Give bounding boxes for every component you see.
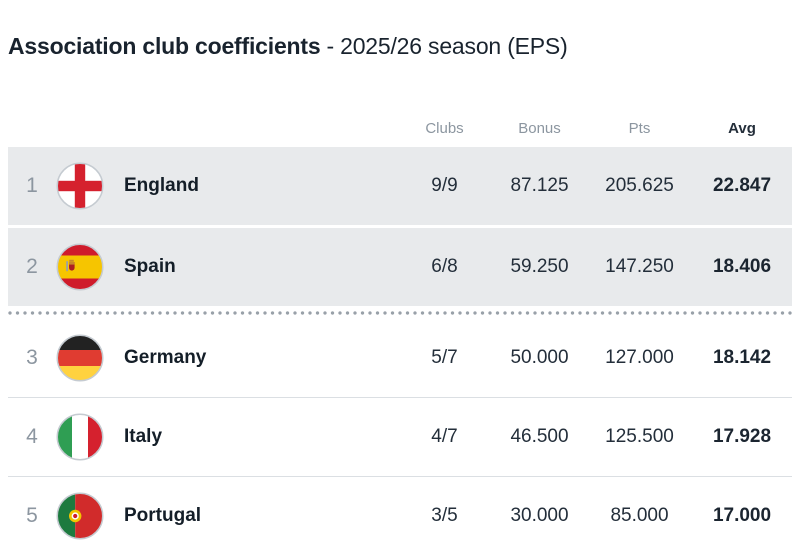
england-flag-icon [56,162,104,210]
italy-flag-icon [56,413,104,461]
germany-flag-icon [56,334,104,382]
country-name: Italy [124,426,163,447]
col-header-clubs: Clubs [425,120,464,137]
clubs-value: 4/7 [431,426,458,447]
col-header-avg: Avg [728,120,756,137]
bonus-value: 50.000 [510,347,569,368]
bonus-value: 87.125 [510,175,569,196]
clubs-value: 6/8 [431,256,458,277]
qualification-cutoff-divider [8,311,792,315]
clubs-value: 9/9 [431,175,458,196]
page-title: Association club coefficients - 2025/26 s… [8,0,792,62]
clubs-value: 5/7 [431,347,458,368]
table-row-germany: 3 Germany 5/7 50.000 127.000 18.142 [8,319,792,398]
rank-number: 5 [26,504,38,527]
avg-value: 18.142 [712,347,772,368]
bonus-value: 46.500 [510,426,569,447]
country-name: England [124,175,199,196]
table-row-portugal: 5 Portugal 3/5 30.000 85.000 17.000 [8,477,792,555]
country-name: Portugal [124,505,202,526]
pts-value: 85.000 [610,505,669,526]
country-name: Germany [124,347,207,368]
table-header-row: Clubs Bonus Pts Avg [8,120,792,147]
avg-value: 18.406 [712,256,772,277]
table-row-spain: 2 Spain 6/8 59.250 147.250 18.406 [8,228,792,306]
clubs-value: 3/5 [431,505,458,526]
country-name: Spain [124,256,176,277]
pts-value: 205.625 [605,175,674,196]
portugal-flag-icon [56,492,104,540]
spain-flag-icon [56,243,104,291]
pts-value: 127.000 [605,347,674,368]
bonus-value: 30.000 [510,505,569,526]
rank-number: 1 [26,174,38,197]
rank-number: 2 [26,255,38,278]
coefficients-table-body: 1 England 9/9 87.125 205.625 22.847 2 Sp… [8,147,792,555]
bonus-value: 59.250 [510,256,569,277]
table-row-england: 1 England 9/9 87.125 205.625 22.847 [8,147,792,228]
avg-value: 17.928 [712,426,772,447]
rank-number: 3 [26,346,38,369]
title-season: - 2025/26 season (EPS) [326,33,568,59]
col-header-bonus: Bonus [518,120,561,137]
pts-value: 147.250 [605,256,674,277]
pts-value: 125.500 [605,426,674,447]
table-row-italy: 4 Italy 4/7 46.500 125.500 17.928 [8,398,792,477]
avg-value: 17.000 [712,505,772,526]
rank-number: 4 [26,425,38,448]
title-main: Association club coefficients [8,33,321,59]
col-header-pts: Pts [628,120,651,137]
avg-value: 22.847 [712,175,772,196]
